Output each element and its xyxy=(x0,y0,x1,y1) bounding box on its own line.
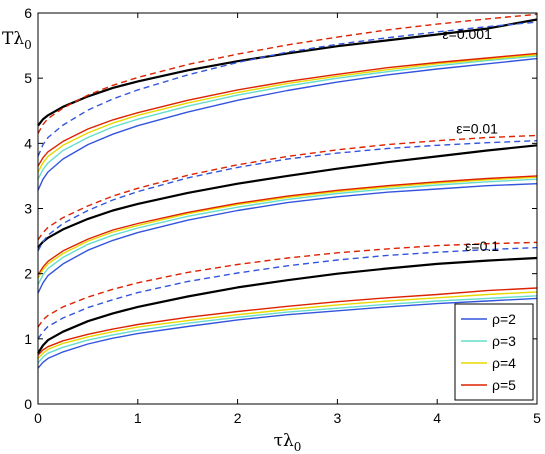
series-line-17 xyxy=(37,287,538,356)
series-line-19 xyxy=(37,246,538,340)
x-tick-label-5: 5 xyxy=(533,410,541,426)
annotation-1: ε=0.01 xyxy=(456,121,498,137)
series-line-20 xyxy=(37,241,538,328)
series-line-0 xyxy=(37,57,538,191)
y-tick-label-6: 6 xyxy=(24,5,32,21)
y-tick-label-1: 1 xyxy=(24,331,32,347)
legend-label-3: ρ=5 xyxy=(492,377,516,393)
series-line-10 xyxy=(37,175,538,276)
series-line-12 xyxy=(37,140,538,252)
y-axis-label: Tλ0 xyxy=(2,29,32,52)
y-tick-label-2: 2 xyxy=(24,266,32,282)
series-line-8 xyxy=(37,178,538,286)
x-tick-label-0: 0 xyxy=(34,410,42,426)
series-line-16 xyxy=(37,291,538,359)
legend-label-2: ρ=4 xyxy=(492,355,516,371)
series-line-13 xyxy=(37,134,538,241)
series-line-14 xyxy=(37,297,538,369)
y-axis-label-sub: 0 xyxy=(24,38,32,52)
x-axis-label: τλ0 xyxy=(274,431,302,454)
annotation-layer: ε=0.001 ε=0.01 ε=0.1 xyxy=(442,26,499,254)
x-tick-label-2: 2 xyxy=(234,410,242,426)
legend: ρ=2 ρ=3 ρ=4 ρ=5 xyxy=(454,303,534,401)
y-tick-label-4: 4 xyxy=(24,135,32,151)
x-axis-label-main: τλ xyxy=(274,431,294,451)
series-line-11 xyxy=(37,144,538,249)
series-line-9 xyxy=(37,176,538,279)
series-line-5 xyxy=(37,21,538,157)
series-line-18 xyxy=(37,256,538,354)
series-line-1 xyxy=(37,55,538,180)
series-line-7 xyxy=(37,183,538,294)
legend-label-0: ρ=2 xyxy=(492,311,516,327)
series-layer xyxy=(37,13,538,369)
series-line-6 xyxy=(37,13,538,134)
x-tick-label-1: 1 xyxy=(134,410,142,426)
y-tick-label-0: 0 xyxy=(24,396,32,412)
series-line-3 xyxy=(37,52,538,167)
y-axis-label-main: Tλ xyxy=(2,29,24,49)
annotation-2: ε=0.1 xyxy=(465,238,499,254)
y-tick-label-3: 3 xyxy=(24,201,32,217)
x-axis-label-sub: 0 xyxy=(294,440,302,454)
legend-label-1: ρ=3 xyxy=(492,333,516,349)
series-line-2 xyxy=(37,54,538,173)
series-line-4 xyxy=(37,18,538,127)
annotation-0: ε=0.001 xyxy=(442,26,492,42)
series-line-15 xyxy=(37,295,538,364)
legend-box xyxy=(454,303,534,401)
x-tick-label-3: 3 xyxy=(334,410,342,426)
x-tick-label-4: 4 xyxy=(433,410,441,426)
y-tick-label-5: 5 xyxy=(24,70,32,86)
